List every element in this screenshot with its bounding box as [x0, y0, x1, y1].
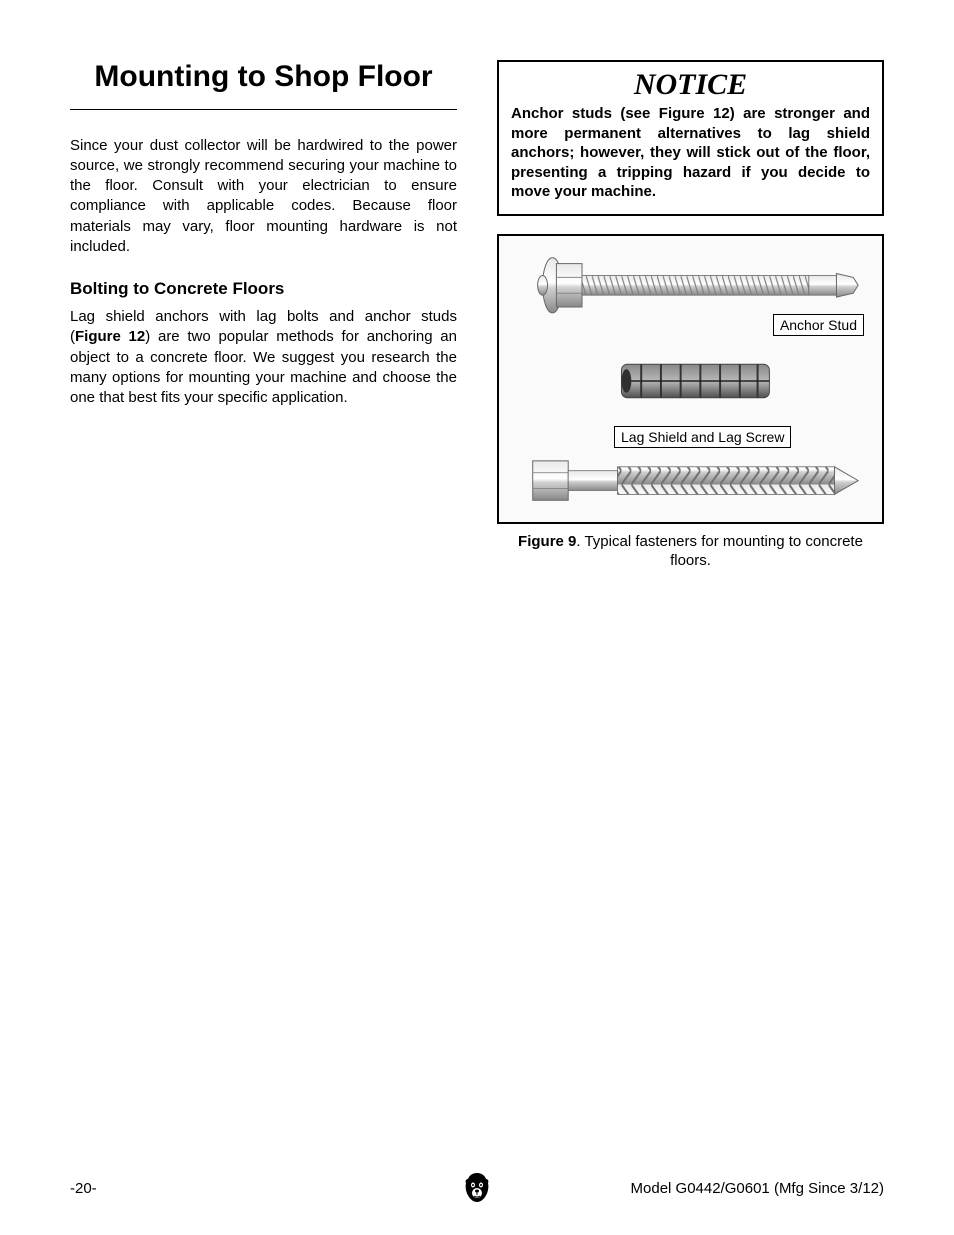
lag-shield-graphic [621, 364, 769, 398]
page-title: Mounting to Shop Floor [70, 60, 457, 110]
left-column: Mounting to Shop Floor Since your dust c… [70, 60, 457, 571]
intro-paragraph: Since your dust collector will be hardwi… [70, 136, 457, 258]
subheading-bolting: Bolting to Concrete Floors [70, 279, 457, 299]
bolting-paragraph: Lag shield anchors with lag bolts and an… [70, 307, 457, 408]
para2-figure-ref: Figure 12 [75, 328, 145, 345]
notice-box: NOTICE Anchor studs (see Figure 12) are … [497, 60, 884, 216]
anchor-stud-graphic [538, 257, 859, 312]
lag-screw-graphic [533, 460, 858, 499]
label-lag-shield: Lag Shield and Lag Screw [614, 426, 791, 448]
label-anchor-stud: Anchor Stud [773, 314, 864, 336]
notice-title: NOTICE [511, 68, 870, 102]
page-footer: -20- Model G0442/G0601 (Mfg Since 3/12) [70, 1180, 884, 1197]
figure-caption-bold: Figure 9 [518, 533, 576, 550]
model-info: Model G0442/G0601 (Mfg Since 3/12) [631, 1180, 884, 1197]
bear-icon [463, 1171, 491, 1203]
right-column: NOTICE Anchor studs (see Figure 12) are … [497, 60, 884, 571]
figure-box: Anchor Stud Lag Shield and Lag Screw [497, 234, 884, 524]
figure-caption: Figure 9. Typical fasteners for mounting… [497, 532, 884, 571]
footer-logo [463, 1171, 491, 1207]
page-number: -20- [70, 1180, 97, 1197]
fastener-illustration [499, 236, 882, 522]
figure-caption-rest: . Typical fasteners for mounting to conc… [576, 533, 863, 570]
notice-body: Anchor studs (see Figure 12) are stronge… [511, 104, 870, 202]
